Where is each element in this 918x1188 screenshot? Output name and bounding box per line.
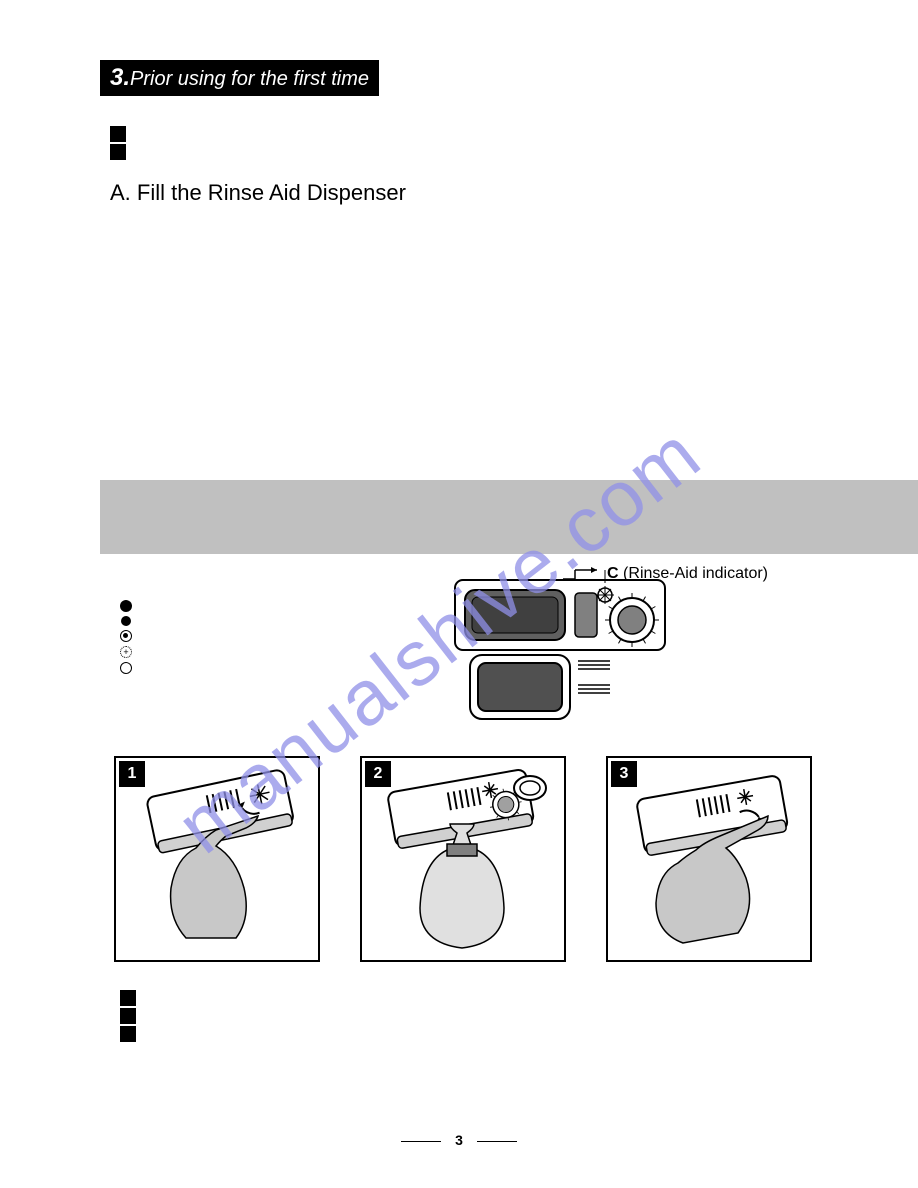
section-title: Prior using for the first time [130,68,369,90]
black-square [120,1026,136,1042]
section-number: 3. [110,64,130,91]
step-box-2: 2 [360,756,566,962]
bullet-full-icon [120,600,132,612]
black-square [110,144,126,160]
bullet-half-icon [120,630,132,642]
section-header: 3.Prior using for the first time [100,60,379,96]
step-boxes: 1 2 [114,756,812,962]
black-square [110,126,126,142]
decorative-squares-top [110,126,818,160]
black-square [120,1008,136,1024]
step-box-1: 1 [114,756,320,962]
step-number: 1 [119,761,145,787]
gray-band [100,480,918,554]
bullet-three-quarter-icon [121,616,131,626]
page-footer: 3 [0,1132,918,1148]
dispenser-diagram [450,565,680,730]
step-box-3: 3 [606,756,812,962]
bullet-quarter-icon: + [120,646,132,658]
subsection-title: A. Fill the Rinse Aid Dispenser [110,180,818,206]
bullet-indicators: + [120,600,132,674]
bullet-empty-icon [120,662,132,674]
black-square [120,990,136,1006]
step-number: 3 [611,761,637,787]
page-number: 3 [455,1132,463,1148]
step-number: 2 [365,761,391,787]
decorative-squares-bottom [120,990,136,1044]
